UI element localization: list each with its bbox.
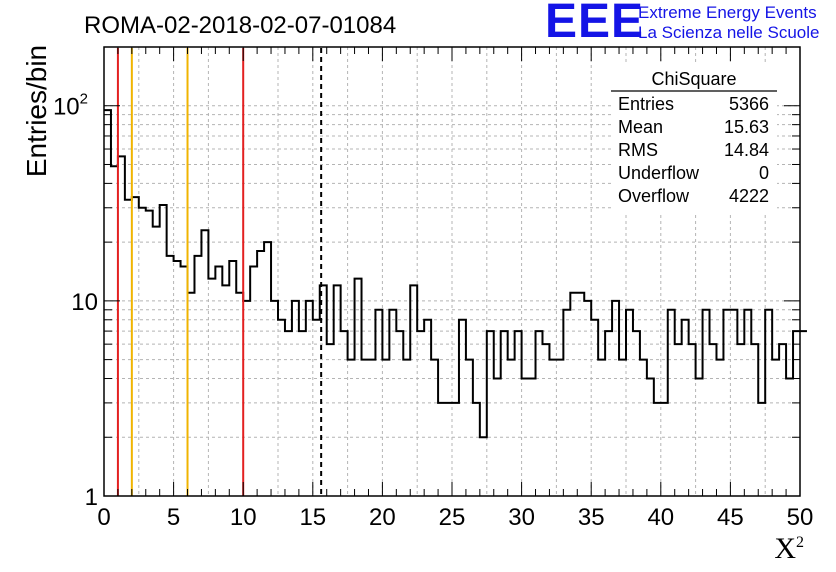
histogram-series <box>104 109 807 439</box>
x-tick-label: 50 <box>787 504 814 531</box>
x-tick-label: 0 <box>97 504 110 531</box>
x-tick-label: 15 <box>299 504 326 531</box>
x-tick-label: 30 <box>508 504 535 531</box>
logo-line-1: Extreme Energy Events <box>638 3 817 22</box>
y-tick-label: 1 <box>85 484 98 511</box>
x-tick-label: 35 <box>578 504 605 531</box>
stats-box <box>611 62 777 212</box>
stats-title: ChiSquare <box>651 69 736 89</box>
x-tick-label: 5 <box>167 504 180 531</box>
stats-row-label: Entries <box>618 94 674 114</box>
stats-row-value: 14.84 <box>724 140 769 160</box>
x-tick-label: 45 <box>717 504 744 531</box>
y-tick-label-sup: 2 <box>80 91 88 108</box>
eee-logo: EEE Extreme Energy Events La Scienza nel… <box>545 0 835 48</box>
x-axis-label-sup: 2 <box>796 534 804 551</box>
x-tick-label: 40 <box>647 504 674 531</box>
stats-row-value: 15.63 <box>724 117 769 137</box>
stats-row-label: Overflow <box>618 186 690 206</box>
logo-line-2: La Scienza nelle Scuole <box>638 23 820 42</box>
x-tick-label: 20 <box>369 504 396 531</box>
y-axis-label: Entries/bin <box>21 44 52 178</box>
x-axis-label: X2 <box>774 532 804 566</box>
stats-row-value: 5366 <box>729 94 769 114</box>
stats-row-label: Underflow <box>618 163 700 183</box>
x-tick-label: 25 <box>439 504 466 531</box>
eee-logo-mark: EEE <box>545 0 645 48</box>
x-axis-label-text: X <box>774 532 796 565</box>
y-tick-label: 10 <box>71 289 98 316</box>
stats-row-value: 0 <box>759 163 769 183</box>
chart-title: ROMA-02-2018-02-07-01084 <box>84 12 397 39</box>
stats-row-value: 4222 <box>729 186 769 206</box>
x-tick-label: 10 <box>230 504 257 531</box>
y-tick-label: 102 <box>53 91 88 121</box>
stats-row-label: RMS <box>618 140 658 160</box>
stats-row-label: Mean <box>618 117 663 137</box>
